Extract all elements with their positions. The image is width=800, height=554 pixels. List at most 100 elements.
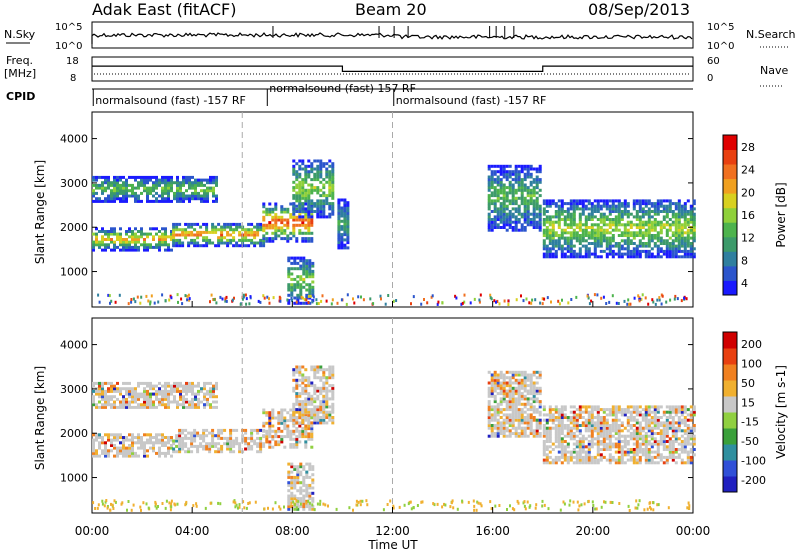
- data-cell: [532, 429, 536, 433]
- data-cell: [563, 448, 567, 451]
- data-cell: [508, 199, 512, 203]
- data-cell: [161, 227, 164, 231]
- data-cell: [502, 183, 506, 187]
- data-cell: [343, 214, 347, 218]
- data-cell: [650, 461, 654, 465]
- ground-scatter-cell: [209, 300, 211, 304]
- data-cell: [563, 239, 567, 243]
- data-cell: [590, 228, 594, 232]
- data-cell: [487, 207, 491, 211]
- data-cell: [511, 402, 515, 406]
- data-cell: [617, 432, 621, 435]
- data-cell: [181, 230, 185, 234]
- data-cell: [131, 235, 134, 239]
- data-cell: [295, 370, 299, 374]
- data-cell: [584, 204, 588, 208]
- data-cell: [548, 408, 552, 412]
- data-cell: [256, 241, 260, 245]
- data-cell: [307, 218, 311, 222]
- data-cell: [520, 183, 524, 187]
- data-cell: [692, 226, 696, 229]
- data-cell: [293, 267, 297, 271]
- data-cell: [662, 442, 666, 446]
- data-cell: [104, 400, 107, 404]
- data-cell: [98, 395, 101, 399]
- data-cell: [293, 296, 297, 300]
- data-cell: [653, 416, 657, 419]
- data-cell: [605, 231, 609, 235]
- data-cell: [296, 301, 300, 305]
- data-cell: [508, 175, 512, 179]
- data-cell: [563, 202, 567, 206]
- data-cell: [328, 376, 332, 380]
- data-cell: [146, 197, 149, 201]
- data-cell: [113, 433, 116, 437]
- data-cell: [277, 226, 281, 230]
- data-cell: [167, 438, 170, 442]
- data-cell: [605, 418, 609, 422]
- data-cell: [499, 432, 503, 435]
- data-cell: [178, 436, 182, 440]
- data-cell: [496, 183, 500, 187]
- data-cell: [337, 230, 341, 234]
- data-cell: [305, 261, 309, 265]
- data-cell: [149, 227, 152, 231]
- data-cell: [301, 408, 305, 412]
- data-cell: [271, 207, 275, 211]
- data-cell: [605, 239, 609, 243]
- data-cell: [626, 244, 630, 248]
- data-cell: [206, 191, 209, 195]
- data-cell: [659, 239, 663, 243]
- data-cell: [331, 207, 335, 211]
- data-cell: [575, 434, 579, 438]
- data-cell: [283, 416, 287, 420]
- data-cell: [209, 389, 212, 393]
- data-cell: [193, 241, 197, 245]
- data-cell: [599, 207, 603, 211]
- data-cell: [520, 392, 524, 396]
- data-cell: [313, 186, 317, 190]
- data-cell: [152, 181, 155, 185]
- ground-scatter-cell: [140, 508, 142, 512]
- data-cell: [302, 494, 306, 498]
- data-cell: [557, 429, 561, 433]
- data-cell: [319, 389, 323, 393]
- data-cell: [493, 220, 497, 224]
- data-cell: [517, 410, 521, 414]
- data-cell: [319, 212, 323, 216]
- data-cell: [587, 448, 591, 451]
- data-cell: [647, 226, 651, 229]
- data-cell: [653, 220, 657, 224]
- data-cell: [608, 249, 612, 253]
- data-cell: [551, 458, 555, 462]
- data-cell: [170, 392, 173, 396]
- data-cell: [680, 445, 684, 449]
- data-cell: [170, 389, 173, 393]
- data-cell: [677, 410, 681, 414]
- data-cell: [146, 191, 149, 195]
- data-cell: [128, 403, 131, 407]
- data-cell: [499, 392, 503, 396]
- data-cell: [502, 226, 506, 229]
- data-cell: [493, 164, 497, 168]
- data-cell: [92, 400, 95, 404]
- data-cell: [617, 204, 621, 208]
- data-cell: [217, 447, 221, 451]
- data-cell: [569, 410, 573, 414]
- data-cell: [137, 381, 140, 385]
- data-cell: [307, 223, 311, 227]
- data-cell: [310, 237, 314, 241]
- data-cell: [584, 239, 588, 243]
- data-cell: [343, 206, 347, 210]
- data-cell: [316, 386, 320, 390]
- data-cell: [262, 234, 266, 238]
- data-cell: [113, 178, 116, 182]
- data-cell: [182, 194, 185, 198]
- data-cell: [584, 199, 588, 203]
- data-cell: [302, 475, 306, 479]
- data-cell: [487, 175, 491, 179]
- data-cell: [274, 234, 278, 238]
- data-cell: [319, 408, 323, 412]
- data-cell: [217, 442, 221, 446]
- data-cell: [307, 435, 311, 439]
